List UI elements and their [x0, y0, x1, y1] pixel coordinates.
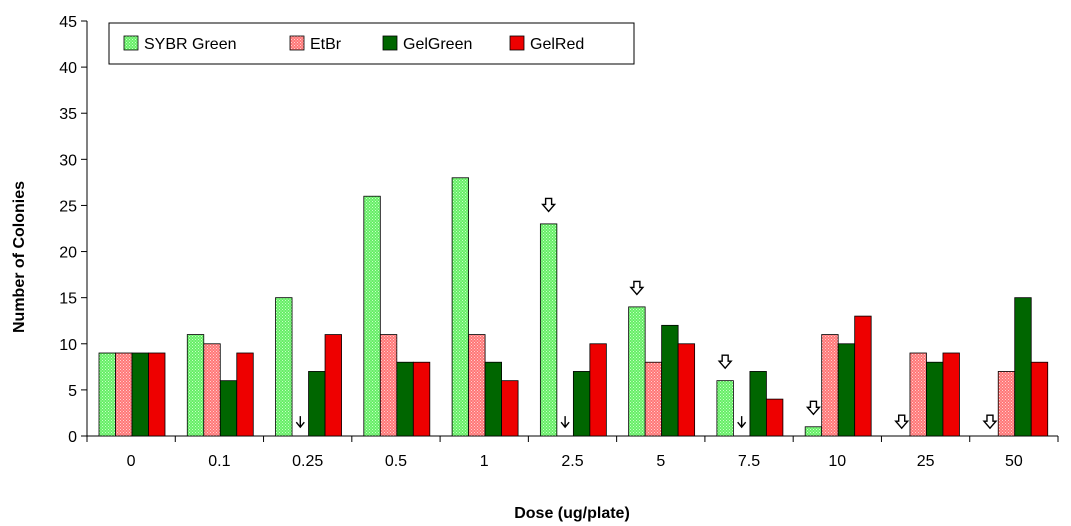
y-tick-label: 0 — [68, 429, 77, 446]
y-tick-label: 10 — [59, 337, 77, 354]
down-arrow-icon — [295, 416, 305, 429]
bar-sybr-green-0 — [98, 352, 116, 437]
y-tick-label: 45 — [59, 14, 77, 31]
bar-gelred-5 — [677, 343, 696, 437]
legend-label-sybr-green: SYBR Green — [144, 36, 236, 53]
x-tick-label: 50 — [1005, 453, 1023, 470]
y-axis-title: Number of Colonies — [11, 181, 28, 333]
bar-gelred-10 — [854, 315, 872, 437]
bar-gelred-0 — [148, 352, 166, 437]
x-tick-label: 2.5 — [561, 453, 583, 470]
y-tick-label: 15 — [59, 291, 77, 308]
bar-gelgreen-1 — [484, 361, 502, 437]
bar-gelred-0-5 — [412, 361, 431, 437]
bar-etbr-5 — [644, 361, 663, 437]
bar-etbr-0 — [115, 352, 133, 437]
x-axis: 0 0.1 0.25 0.5 1 2.5 5 7.5 10 25 50 — [86, 435, 1059, 470]
y-tick-label: 5 — [68, 383, 77, 400]
y-tick-label: 30 — [59, 152, 77, 169]
bar-sybr-green-2-5 — [539, 223, 558, 437]
bar-gelred-2-5 — [589, 343, 607, 437]
block-arrow-icon — [894, 414, 910, 430]
bar-sybr-green-10 — [804, 426, 823, 437]
bar-gelred-0-25 — [324, 334, 342, 437]
bar-gelred-50 — [1030, 361, 1049, 437]
legend-swatch-gelred — [509, 35, 525, 51]
down-arrow-icon — [737, 416, 747, 429]
x-tick-label: 0 — [127, 453, 136, 470]
bar-etbr-1 — [468, 334, 486, 437]
bars — [98, 177, 1049, 437]
block-arrow-icon — [541, 197, 557, 213]
bar-gelgreen-7-5 — [749, 371, 767, 437]
x-tick-label: 0.1 — [208, 453, 230, 470]
legend-swatch-sybr-green — [123, 35, 139, 51]
x-tick-label: 0.5 — [385, 453, 407, 470]
bar-gelgreen-0-25 — [308, 371, 326, 437]
bar-etbr-10 — [821, 334, 839, 437]
bar-gelred-0-1 — [236, 352, 254, 437]
bar-sybr-green-5 — [628, 306, 646, 437]
legend-swatch-gelgreen — [382, 35, 398, 51]
legend-label-gelgreen: GelGreen — [403, 36, 472, 53]
legend-swatch-etbr — [289, 35, 305, 51]
x-tick-label: 7.5 — [738, 453, 760, 470]
legend-box — [108, 22, 635, 65]
bar-sybr-green-0-25 — [275, 297, 293, 437]
bar-gelgreen-50 — [1014, 297, 1032, 437]
y-tick-label: 35 — [59, 106, 77, 123]
bar-gelred-7-5 — [766, 398, 784, 437]
x-tick-label: 10 — [828, 453, 846, 470]
y-tick-label: 25 — [59, 198, 77, 215]
y-tick-label: 20 — [59, 245, 77, 262]
bar-sybr-green-0-1 — [186, 334, 205, 437]
bar-etbr-25 — [909, 352, 927, 437]
x-axis-title: Dose (ug/plate) — [514, 505, 630, 522]
bar-gelred-1 — [501, 380, 519, 437]
down-arrow-icon — [560, 416, 570, 429]
bar-sybr-green-1 — [451, 177, 469, 437]
bar-gelgreen-2-5 — [572, 371, 591, 437]
y-tick-label: 40 — [59, 60, 77, 77]
legend-label-etbr: EtBr — [310, 36, 342, 53]
legend: SYBR Green EtBr GelGreen GelRed — [108, 22, 635, 65]
bar-gelred-25 — [942, 352, 960, 437]
x-tick-label: 1 — [480, 453, 489, 470]
block-arrow-icon — [717, 354, 733, 370]
bar-gelgreen-25 — [926, 361, 944, 437]
bar-etbr-50 — [997, 371, 1016, 437]
x-tick-label: 0.25 — [292, 453, 323, 470]
bar-gelgreen-0 — [131, 352, 149, 437]
bar-etbr-0-1 — [203, 343, 221, 437]
x-tick-label: 25 — [917, 453, 935, 470]
bar-sybr-green-0-5 — [363, 195, 381, 437]
bar-gelgreen-10 — [837, 343, 856, 437]
bar-gelgreen-5 — [661, 324, 679, 437]
x-tick-label: 5 — [656, 453, 665, 470]
block-arrow-icon — [805, 400, 821, 416]
bar-sybr-green-7-5 — [716, 380, 734, 437]
bar-etbr-0-5 — [379, 334, 398, 437]
legend-label-gelred: GelRed — [530, 36, 584, 53]
block-arrow-icon — [982, 414, 998, 430]
block-arrow-icon — [629, 280, 645, 296]
bar-gelgreen-0-1 — [219, 380, 238, 437]
y-axis: 0 5 10 15 20 25 30 35 40 45 — [59, 14, 88, 446]
bar-gelgreen-0-5 — [396, 361, 414, 437]
annotations — [295, 197, 998, 430]
